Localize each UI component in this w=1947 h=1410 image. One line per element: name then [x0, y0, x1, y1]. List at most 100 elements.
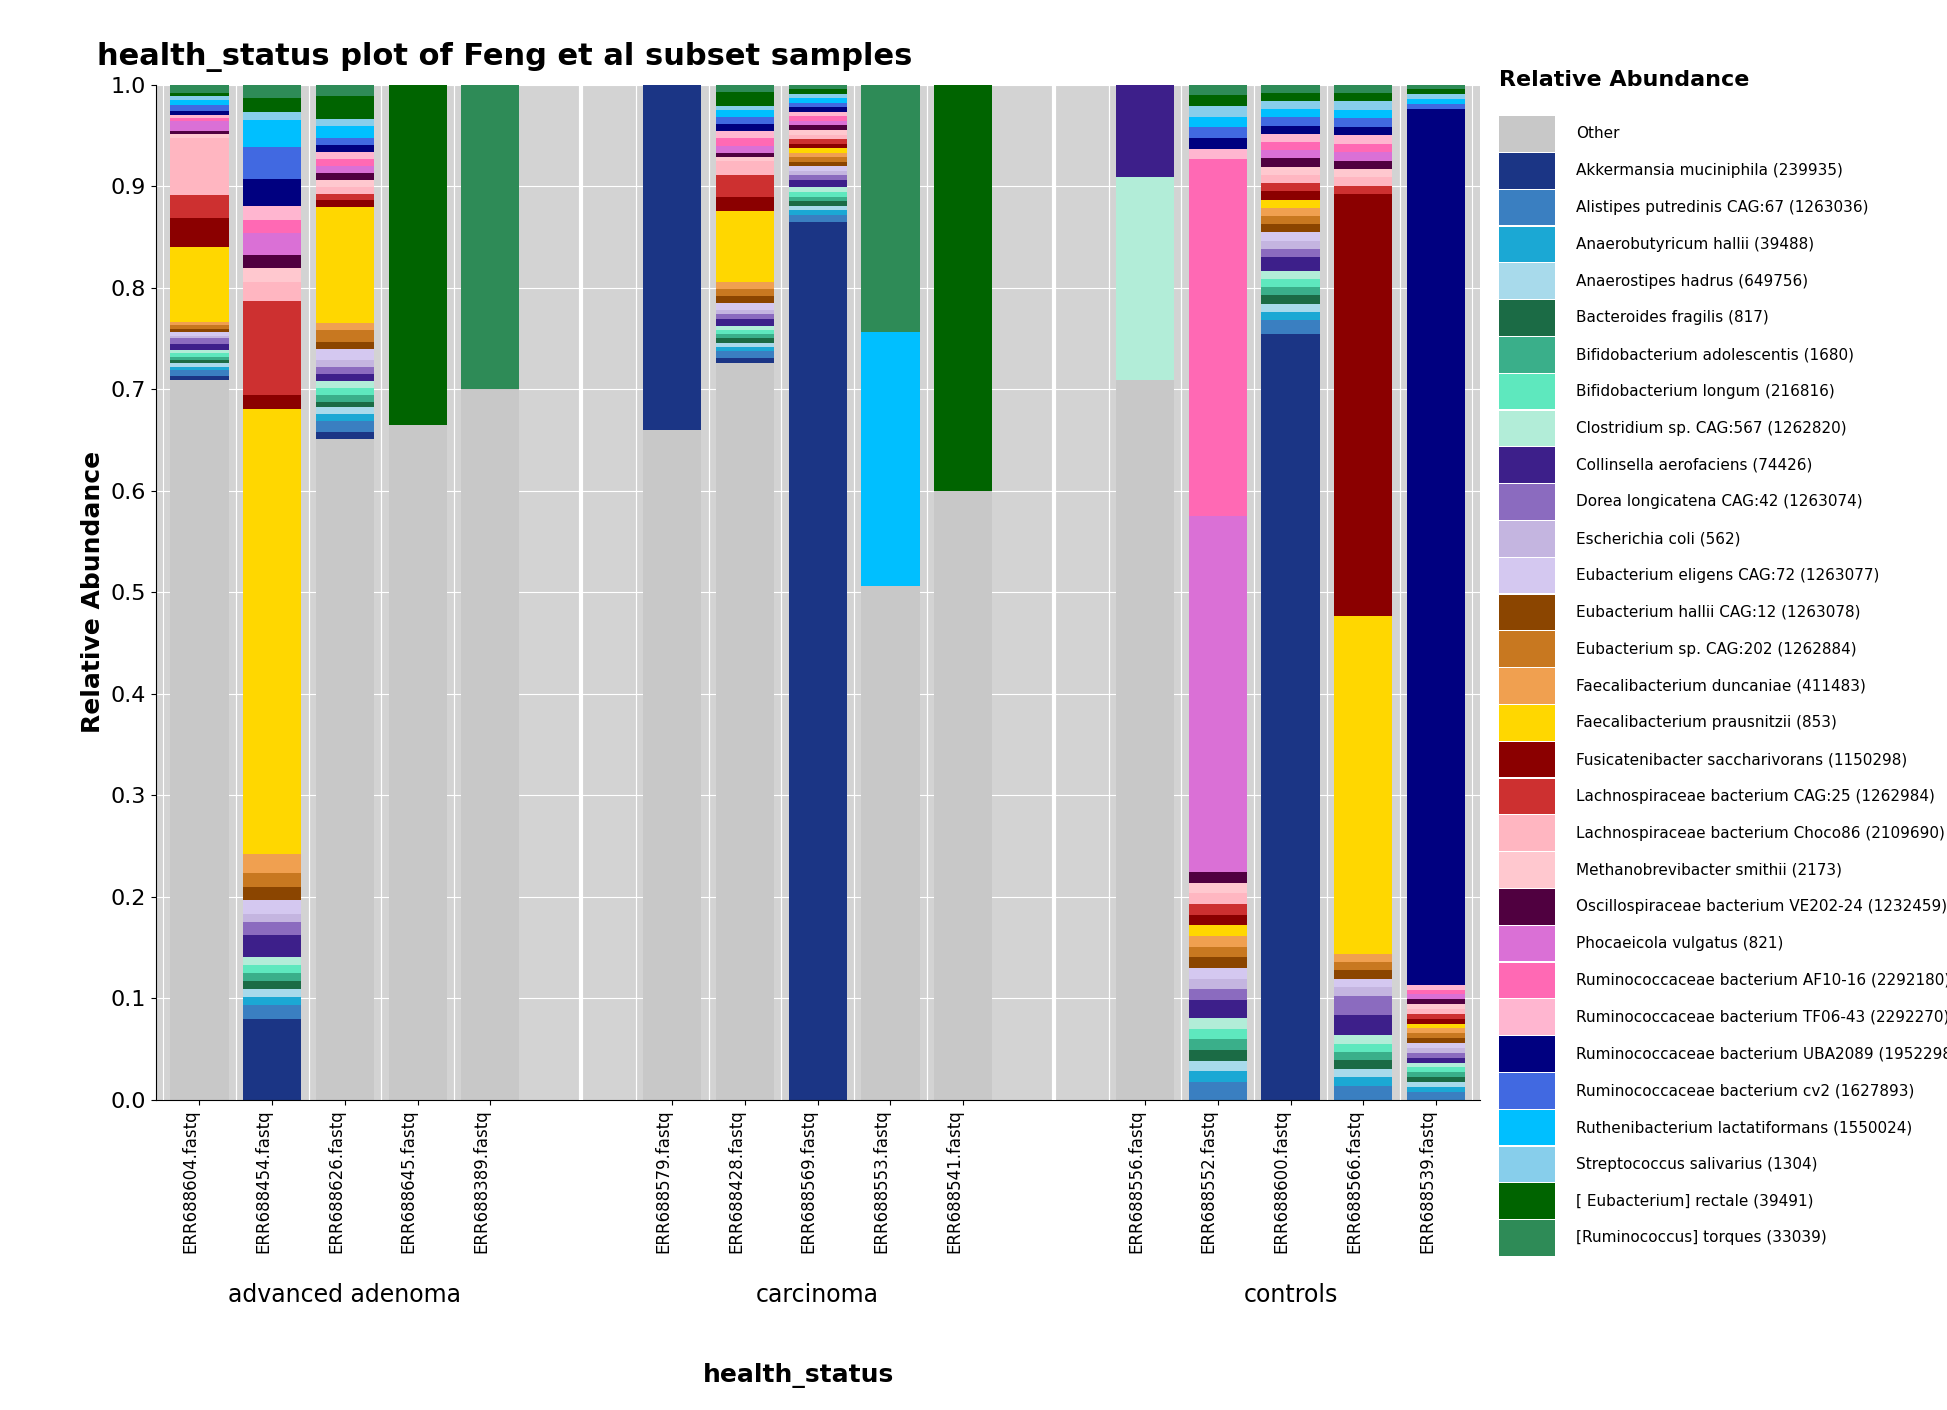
Bar — [1190, 936, 1246, 946]
Bar — [1334, 127, 1392, 135]
Bar — [169, 367, 228, 371]
Bar — [1408, 1024, 1466, 1028]
Bar — [789, 202, 847, 206]
Text: Bacteroides fragilis (817): Bacteroides fragilis (817) — [1577, 310, 1770, 326]
Bar — [389, 85, 446, 424]
Bar — [1262, 216, 1320, 224]
Bar — [243, 1005, 302, 1019]
Bar — [169, 360, 228, 364]
Bar — [315, 200, 374, 207]
Bar — [1190, 979, 1246, 990]
FancyBboxPatch shape — [1499, 264, 1556, 299]
Bar — [1190, 96, 1246, 106]
Bar — [1334, 110, 1392, 118]
Bar — [1334, 169, 1392, 178]
Bar — [1408, 990, 1466, 994]
Bar — [243, 147, 302, 179]
Bar — [243, 282, 302, 300]
Bar — [1190, 1028, 1246, 1039]
Bar — [315, 374, 374, 381]
Bar — [789, 140, 847, 144]
Bar — [789, 166, 847, 171]
Bar — [243, 964, 302, 973]
Bar — [1262, 271, 1320, 279]
Bar — [716, 358, 775, 362]
FancyBboxPatch shape — [1499, 705, 1556, 740]
Text: controls: controls — [1244, 1283, 1338, 1307]
Bar — [1190, 127, 1246, 138]
Bar — [1262, 102, 1320, 109]
Text: Eubacterium hallii CAG:12 (1263078): Eubacterium hallii CAG:12 (1263078) — [1577, 605, 1861, 620]
Bar — [1262, 207, 1320, 216]
Bar — [1408, 984, 1466, 990]
FancyBboxPatch shape — [1499, 632, 1556, 667]
FancyBboxPatch shape — [1499, 300, 1556, 336]
Bar — [243, 997, 302, 1005]
FancyBboxPatch shape — [1499, 742, 1556, 777]
Bar — [1334, 962, 1392, 970]
Bar — [1408, 1018, 1466, 1024]
Text: Ruminococcaceae bacterium cv2 (1627893): Ruminococcaceae bacterium cv2 (1627893) — [1577, 1083, 1914, 1098]
Bar — [243, 900, 302, 914]
Bar — [716, 343, 775, 347]
Bar — [1262, 125, 1320, 134]
Bar — [1262, 192, 1320, 200]
Bar — [716, 326, 775, 330]
Bar — [243, 255, 302, 268]
Bar — [1262, 158, 1320, 166]
Bar — [1190, 1081, 1246, 1100]
FancyBboxPatch shape — [1499, 447, 1556, 482]
Bar — [1262, 175, 1320, 183]
Bar — [1334, 102, 1392, 110]
Bar — [1190, 957, 1246, 969]
Bar — [789, 117, 847, 121]
Bar — [169, 336, 228, 338]
Bar — [716, 319, 775, 326]
Bar — [1190, 138, 1246, 148]
Bar — [789, 223, 847, 1100]
Bar — [1408, 1072, 1466, 1077]
FancyBboxPatch shape — [1499, 337, 1556, 372]
Bar — [1408, 1091, 1466, 1100]
Bar — [169, 352, 228, 357]
Text: Dorea longicatena CAG:42 (1263074): Dorea longicatena CAG:42 (1263074) — [1577, 495, 1863, 509]
Bar — [461, 389, 520, 1100]
Bar — [169, 357, 228, 360]
Bar — [169, 85, 228, 93]
FancyBboxPatch shape — [1499, 852, 1556, 888]
Bar — [1408, 1010, 1466, 1014]
Bar — [789, 107, 847, 111]
Bar — [243, 854, 302, 873]
Bar — [1190, 117, 1246, 127]
Bar — [169, 329, 228, 333]
Bar — [861, 331, 919, 587]
Bar — [243, 99, 302, 111]
Bar — [1190, 1018, 1246, 1028]
Bar — [1408, 1058, 1466, 1063]
Bar — [789, 162, 847, 166]
FancyBboxPatch shape — [1499, 1000, 1556, 1035]
Bar — [1190, 925, 1246, 936]
Text: Eubacterium sp. CAG:202 (1262884): Eubacterium sp. CAG:202 (1262884) — [1577, 642, 1857, 657]
FancyBboxPatch shape — [1499, 116, 1556, 152]
Bar — [1334, 1077, 1392, 1086]
Bar — [169, 247, 228, 321]
Bar — [169, 219, 228, 247]
Bar — [789, 134, 847, 140]
Bar — [1262, 151, 1320, 158]
Bar — [1334, 1069, 1392, 1077]
Bar — [1190, 969, 1246, 979]
Bar — [1334, 93, 1392, 102]
Bar — [315, 186, 374, 193]
Bar — [243, 935, 302, 957]
Bar — [169, 100, 228, 106]
Bar — [789, 171, 847, 175]
Bar — [935, 85, 993, 491]
Bar — [1408, 1038, 1466, 1043]
Bar — [389, 424, 446, 1100]
Bar — [1334, 186, 1392, 195]
Bar — [1408, 1067, 1466, 1072]
Bar — [315, 120, 374, 127]
Bar — [1262, 166, 1320, 175]
Bar — [1190, 1060, 1246, 1072]
